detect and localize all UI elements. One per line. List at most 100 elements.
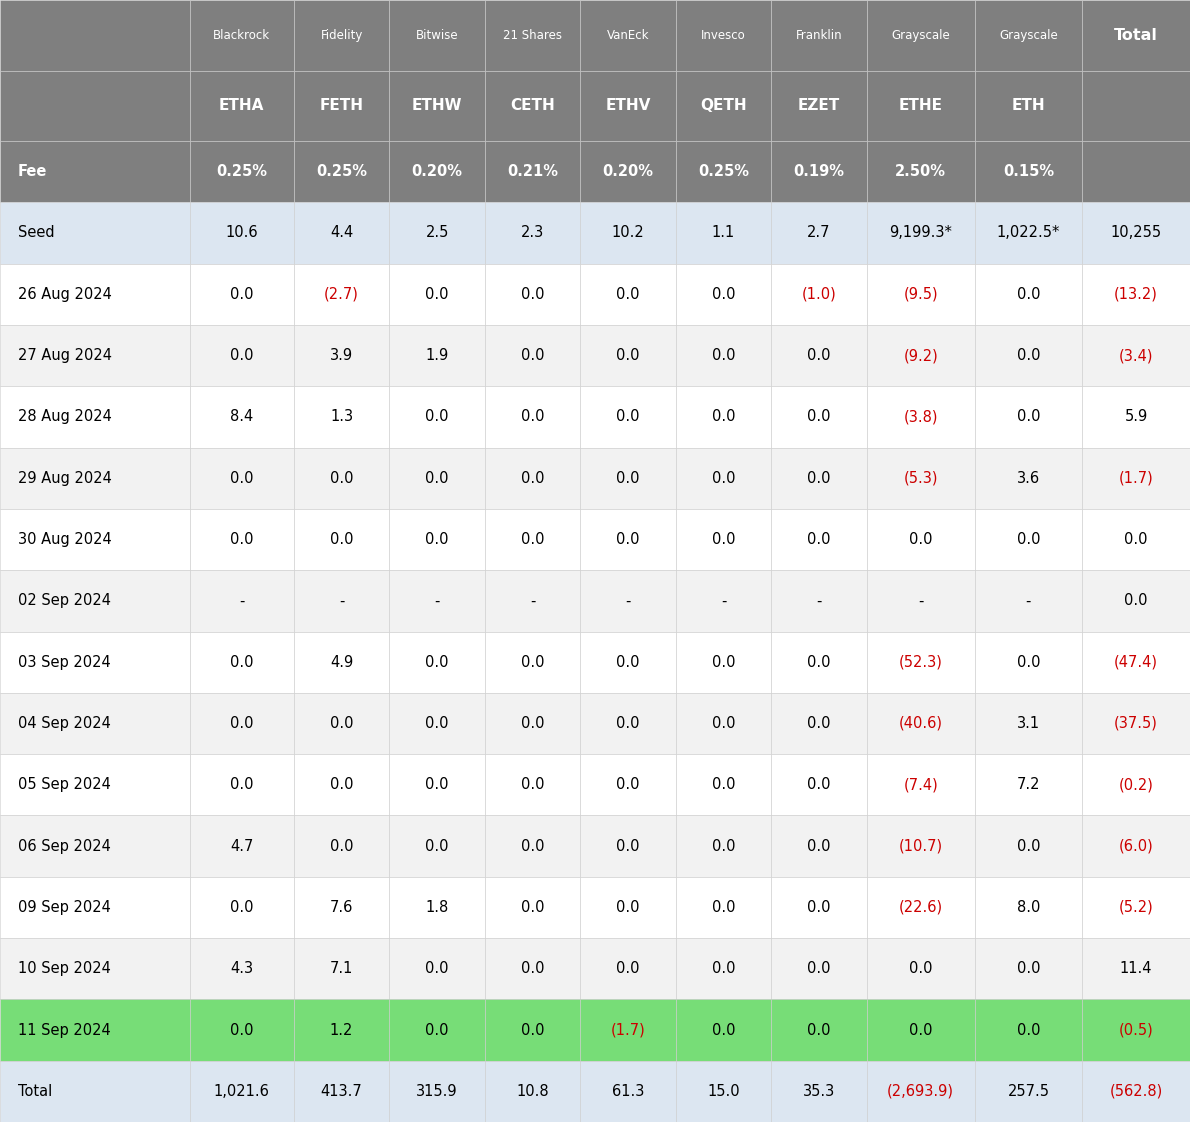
Text: 0.0: 0.0: [712, 962, 735, 976]
Text: (9.5): (9.5): [903, 287, 938, 302]
Bar: [771, 0, 866, 71]
Bar: [581, 754, 676, 816]
Bar: [581, 816, 676, 876]
Bar: [975, 692, 1082, 754]
Bar: [389, 202, 484, 264]
Bar: [771, 938, 866, 1000]
Text: 0.0: 0.0: [425, 654, 449, 670]
Bar: [1082, 141, 1190, 202]
Text: 1,021.6: 1,021.6: [214, 1084, 270, 1098]
Bar: [581, 692, 676, 754]
Text: (6.0): (6.0): [1119, 838, 1153, 854]
Bar: [484, 448, 581, 509]
Text: 1.3: 1.3: [330, 410, 353, 424]
Text: VanEck: VanEck: [607, 29, 650, 42]
Bar: [975, 71, 1082, 141]
Text: -: -: [626, 594, 631, 608]
Bar: [189, 202, 294, 264]
Text: 0.0: 0.0: [712, 348, 735, 364]
Text: 0.0: 0.0: [425, 410, 449, 424]
Bar: [389, 509, 484, 570]
Text: 0.19%: 0.19%: [794, 164, 845, 180]
Text: ETHA: ETHA: [219, 99, 264, 113]
Text: (9.2): (9.2): [903, 348, 938, 364]
Bar: [975, 0, 1082, 71]
Text: 0.0: 0.0: [616, 471, 640, 486]
Text: 0.0: 0.0: [712, 410, 735, 424]
Bar: [975, 264, 1082, 325]
Text: 1.9: 1.9: [426, 348, 449, 364]
Bar: [676, 386, 771, 448]
Text: Bitwise: Bitwise: [415, 29, 458, 42]
Text: 0.0: 0.0: [712, 900, 735, 914]
Text: (2,693.9): (2,693.9): [888, 1084, 954, 1098]
Bar: [189, 448, 294, 509]
Bar: [581, 876, 676, 938]
Text: 26 Aug 2024: 26 Aug 2024: [18, 287, 112, 302]
Text: 0.0: 0.0: [230, 471, 253, 486]
Text: 02 Sep 2024: 02 Sep 2024: [18, 594, 111, 608]
Bar: [866, 264, 975, 325]
Text: 0.0: 0.0: [230, 532, 253, 548]
Text: 0.0: 0.0: [712, 532, 735, 548]
Bar: [484, 141, 581, 202]
Text: -: -: [721, 594, 726, 608]
Text: 0.0: 0.0: [712, 838, 735, 854]
Text: 0.0: 0.0: [807, 716, 831, 730]
Bar: [771, 570, 866, 632]
Text: 0.0: 0.0: [1125, 532, 1148, 548]
Text: 4.4: 4.4: [330, 226, 353, 240]
Bar: [484, 754, 581, 816]
Text: 0.0: 0.0: [712, 1022, 735, 1038]
Text: (0.5): (0.5): [1119, 1022, 1153, 1038]
Text: Total: Total: [1114, 28, 1158, 43]
Bar: [189, 938, 294, 1000]
Bar: [0, 876, 189, 938]
Bar: [0, 264, 189, 325]
Text: 0.0: 0.0: [425, 716, 449, 730]
Text: 0.0: 0.0: [230, 716, 253, 730]
Text: 15.0: 15.0: [707, 1084, 740, 1098]
Bar: [189, 264, 294, 325]
Text: (2.7): (2.7): [324, 287, 359, 302]
Bar: [975, 754, 1082, 816]
Text: 0.0: 0.0: [807, 1022, 831, 1038]
Text: 0.0: 0.0: [807, 654, 831, 670]
Text: ETHE: ETHE: [898, 99, 942, 113]
Bar: [676, 509, 771, 570]
Text: (0.2): (0.2): [1119, 778, 1153, 792]
Text: 0.0: 0.0: [909, 532, 933, 548]
Bar: [771, 816, 866, 876]
Bar: [484, 509, 581, 570]
Text: (5.3): (5.3): [903, 471, 938, 486]
Text: 0.0: 0.0: [1016, 838, 1040, 854]
Bar: [676, 876, 771, 938]
Text: 315.9: 315.9: [416, 1084, 458, 1098]
Text: 0.0: 0.0: [909, 962, 933, 976]
Bar: [771, 1000, 866, 1060]
Text: 2.7: 2.7: [807, 226, 831, 240]
Text: 1,022.5*: 1,022.5*: [997, 226, 1060, 240]
Bar: [189, 71, 294, 141]
Bar: [1082, 202, 1190, 264]
Bar: [581, 71, 676, 141]
Bar: [866, 448, 975, 509]
Bar: [581, 386, 676, 448]
Text: 0.0: 0.0: [1016, 348, 1040, 364]
Bar: [484, 632, 581, 692]
Bar: [866, 202, 975, 264]
Text: 04 Sep 2024: 04 Sep 2024: [18, 716, 111, 730]
Text: 10.6: 10.6: [225, 226, 258, 240]
Bar: [866, 632, 975, 692]
Bar: [1082, 509, 1190, 570]
Bar: [866, 754, 975, 816]
Text: 0.0: 0.0: [521, 410, 544, 424]
Text: 4.7: 4.7: [230, 838, 253, 854]
Text: 0.0: 0.0: [330, 532, 353, 548]
Bar: [1082, 570, 1190, 632]
Bar: [676, 570, 771, 632]
Bar: [0, 754, 189, 816]
Text: 0.0: 0.0: [807, 532, 831, 548]
Text: 0.0: 0.0: [330, 471, 353, 486]
Text: 0.0: 0.0: [425, 532, 449, 548]
